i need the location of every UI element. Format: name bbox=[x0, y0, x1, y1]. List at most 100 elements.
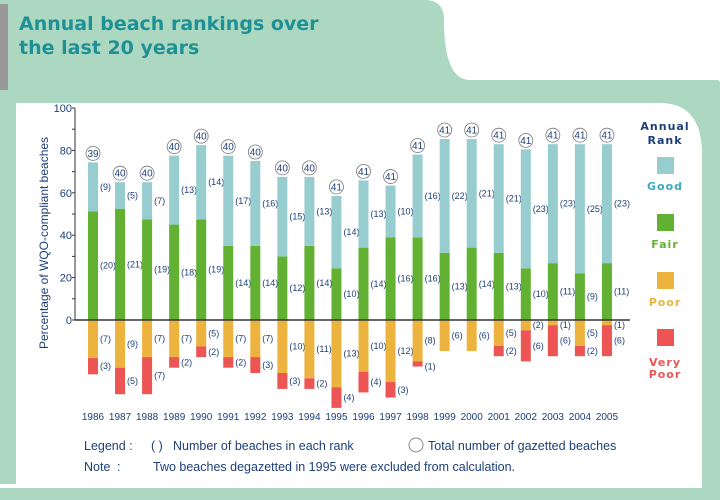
bar-group-1999: (13) (22) 41 (6) 1999 bbox=[434, 122, 468, 423]
x-tick-label: 1990 bbox=[190, 412, 213, 423]
count-label-fair: (10) bbox=[343, 289, 359, 299]
total-circle bbox=[491, 127, 507, 143]
count-label-poor: (7) bbox=[235, 334, 246, 344]
count-label-very-poor: (7) bbox=[154, 371, 165, 381]
total-label: 40 bbox=[196, 132, 208, 143]
total-label: 41 bbox=[574, 131, 586, 142]
count-label-poor: (5) bbox=[587, 328, 598, 338]
total-circle bbox=[383, 169, 398, 184]
count-label-good: (23) bbox=[560, 199, 576, 209]
legend: Annual Rank Good Fair Poor Very Poor bbox=[640, 120, 689, 381]
x-tick-label: 2001 bbox=[488, 412, 511, 423]
count-label-fair: (14) bbox=[371, 279, 387, 289]
total-circle bbox=[572, 127, 588, 143]
bar-fair bbox=[412, 237, 423, 320]
legend-label-very-2: Poor bbox=[649, 368, 682, 381]
count-label-fair: (14) bbox=[235, 278, 251, 288]
bar-poor bbox=[115, 320, 126, 368]
count-label-good: (10) bbox=[398, 206, 414, 216]
total-label: 41 bbox=[412, 141, 424, 152]
total-label: 40 bbox=[250, 148, 262, 159]
x-tick-label: 1988 bbox=[136, 412, 159, 423]
bar-poor bbox=[385, 320, 396, 383]
y-tick-label: 40 bbox=[60, 230, 72, 242]
bar-good bbox=[88, 162, 98, 212]
bar-fair bbox=[304, 245, 315, 320]
count-label-fair: (16) bbox=[425, 274, 441, 284]
footer-note-text: Two beaches degazetted in 1995 were excl… bbox=[153, 460, 515, 474]
bar-group-2003: (11) (23) 41 (1) (6) 2003 bbox=[542, 127, 576, 423]
bar-good bbox=[493, 144, 504, 253]
count-label-poor: (7) bbox=[262, 334, 273, 344]
count-label-poor: (9) bbox=[127, 339, 138, 349]
x-tick-label: 1987 bbox=[109, 412, 132, 423]
bar-good bbox=[223, 155, 234, 246]
bar-poor bbox=[142, 320, 153, 358]
legend-label-good: Good bbox=[647, 180, 683, 193]
bar-good bbox=[277, 176, 288, 257]
bars: (20)(9)39(7)(3)1986(21)(5)40(9)(5)1987(1… bbox=[75, 122, 630, 423]
count-label-fair: (11) bbox=[614, 287, 629, 297]
bar-group-1997: (16) (10) 41 (12) (3) 1997 bbox=[379, 169, 414, 423]
total-circle bbox=[545, 127, 561, 143]
count-label-very-poor: (2) bbox=[316, 379, 327, 389]
count-label-very-poor: (2) bbox=[587, 346, 598, 356]
bar-group-1987: (21)(5)40(9)(5)1987 bbox=[109, 165, 143, 423]
count-label-fair: (20) bbox=[100, 261, 116, 271]
total-circle bbox=[410, 138, 426, 153]
x-tick-label: 1998 bbox=[406, 412, 429, 423]
total-circle bbox=[139, 165, 155, 181]
count-label-good: (21) bbox=[479, 188, 495, 198]
bar-group-1991: (14) (17) 40 (7) (2) 1991 bbox=[217, 139, 251, 423]
x-tick-label: 1996 bbox=[352, 412, 375, 423]
count-label-fair: (21) bbox=[127, 259, 143, 269]
bar-good bbox=[358, 180, 369, 248]
count-label-poor: (12) bbox=[398, 346, 414, 356]
footer: Legend : ( ) Number of beaches in each r… bbox=[84, 437, 616, 474]
bar-poor bbox=[358, 320, 369, 372]
count-label-very-poor: (6) bbox=[533, 341, 544, 351]
count-label-fair: (19) bbox=[154, 265, 170, 275]
footer-paren-symbol: ( ) bbox=[151, 439, 163, 453]
total-circle bbox=[329, 179, 344, 195]
legend-heading-1: Annual bbox=[640, 120, 689, 133]
bar-good bbox=[169, 155, 180, 225]
bar-group-1992: (14) (16) 40 (7) (3) 1992 bbox=[244, 144, 278, 423]
count-label-very-poor: (2) bbox=[181, 357, 192, 367]
bar-very-poor bbox=[277, 373, 288, 389]
x-tick-label: 1986 bbox=[82, 412, 105, 423]
x-tick-label: 1994 bbox=[298, 412, 321, 423]
count-label-very-poor: (2) bbox=[506, 346, 517, 356]
bar-fair bbox=[358, 247, 369, 320]
footer-note-label: Note bbox=[84, 460, 110, 474]
total-label: 40 bbox=[114, 169, 126, 180]
count-label-fair: (18) bbox=[181, 267, 197, 277]
count-label-poor: (7) bbox=[100, 334, 111, 344]
bar-very-poor bbox=[358, 371, 369, 393]
count-label-poor: (11) bbox=[316, 344, 331, 354]
bar-fair bbox=[169, 224, 180, 320]
count-label-poor: (1) bbox=[614, 320, 625, 330]
count-label-good: (14) bbox=[208, 177, 224, 187]
total-label: 41 bbox=[520, 136, 532, 147]
bar-poor bbox=[520, 320, 531, 331]
count-label-poor: (7) bbox=[181, 334, 192, 344]
bar-poor bbox=[196, 320, 207, 347]
y-tick-label: 0 bbox=[66, 315, 72, 327]
x-tick-label: 1989 bbox=[163, 412, 186, 423]
count-label-very-poor: (4) bbox=[343, 393, 354, 403]
count-label-fair: (9) bbox=[587, 292, 598, 302]
x-tick-label: 2005 bbox=[596, 412, 619, 423]
x-tick-label: 2004 bbox=[569, 412, 592, 423]
count-label-good: (21) bbox=[506, 193, 522, 203]
bar-poor bbox=[250, 320, 261, 358]
count-label-very-poor: (1) bbox=[425, 361, 436, 371]
legend-swatch-fair bbox=[657, 214, 674, 231]
bar-poor bbox=[466, 320, 477, 352]
count-label-very-poor: (4) bbox=[371, 377, 382, 387]
count-label-good: (16) bbox=[425, 191, 441, 201]
count-label-poor: (10) bbox=[371, 341, 387, 351]
count-label-fair: (10) bbox=[533, 289, 549, 299]
